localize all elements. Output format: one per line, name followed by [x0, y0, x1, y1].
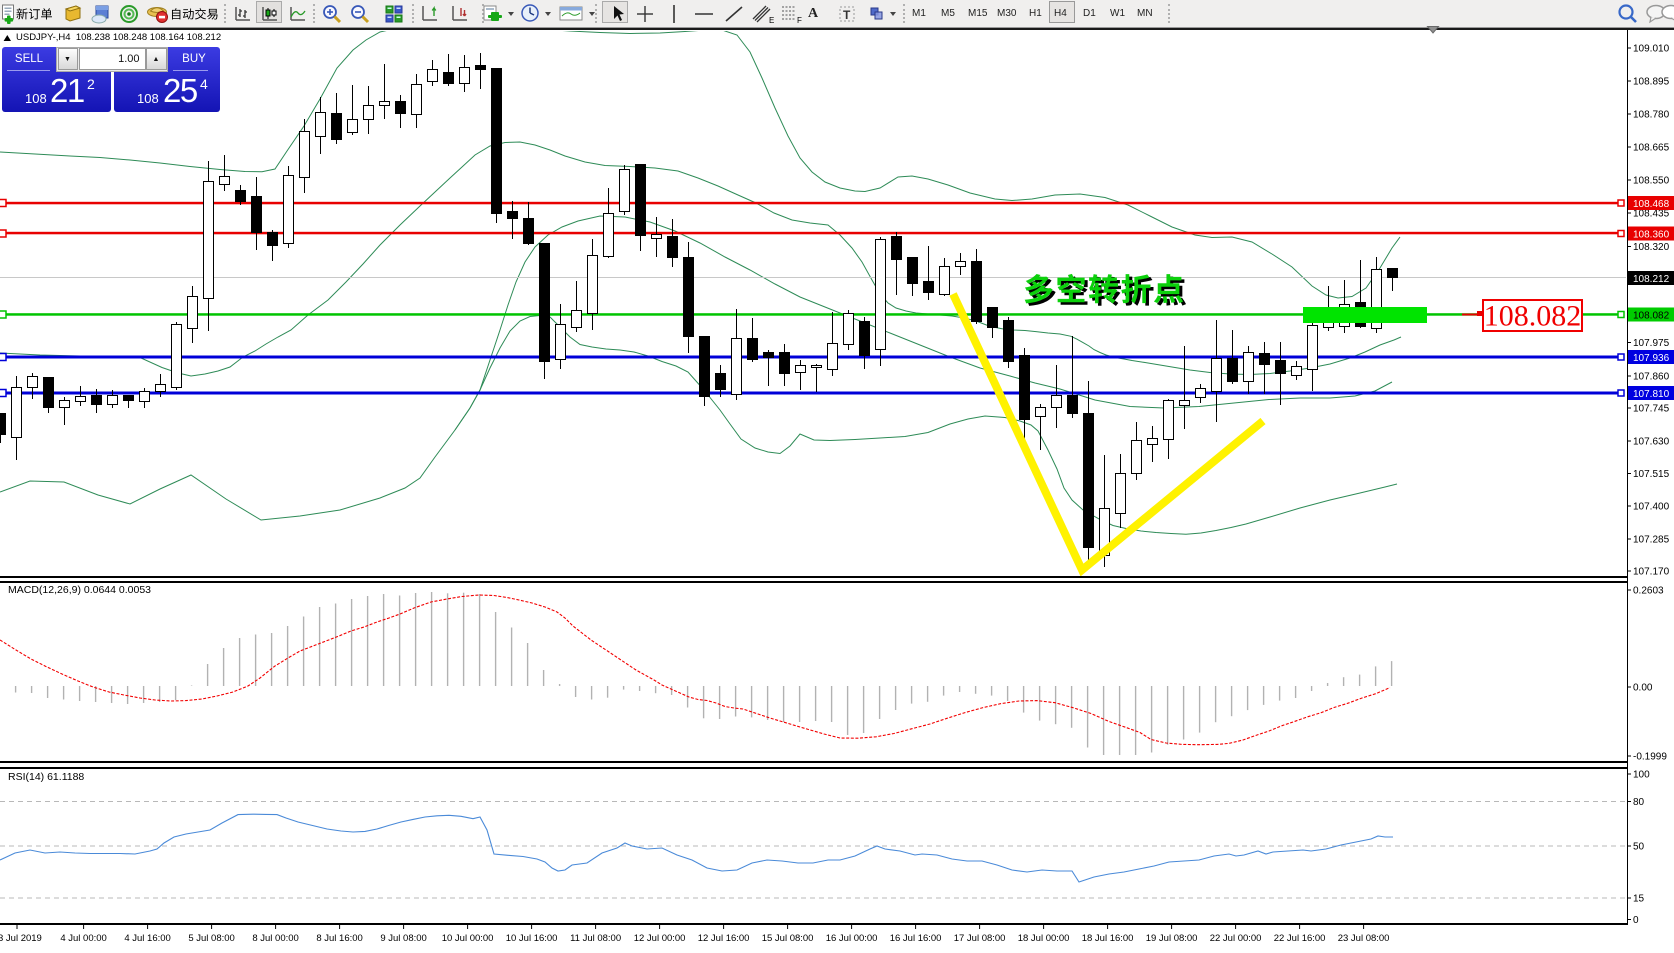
svg-text:22 Jul 00:00: 22 Jul 00:00 — [1210, 933, 1262, 944]
svg-text:108.212: 108.212 — [1633, 274, 1670, 285]
svg-text:0.2603: 0.2603 — [1633, 586, 1664, 597]
svg-text:RSI(14) 61.1188: RSI(14) 61.1188 — [8, 771, 84, 783]
svg-text:107.170: 107.170 — [1633, 567, 1670, 578]
svg-text:108.468: 108.468 — [1633, 199, 1670, 210]
svg-text:8 Jul 00:00: 8 Jul 00:00 — [252, 933, 298, 944]
svg-text:108.082: 108.082 — [1633, 310, 1670, 321]
svg-text:107.285: 107.285 — [1633, 535, 1670, 546]
svg-text:107.810: 107.810 — [1633, 389, 1670, 400]
svg-text:17 Jul 08:00: 17 Jul 08:00 — [954, 933, 1006, 944]
svg-text:9 Jul 08:00: 9 Jul 08:00 — [380, 933, 426, 944]
svg-text:16 Jul 16:00: 16 Jul 16:00 — [890, 933, 942, 944]
svg-text:22 Jul 16:00: 22 Jul 16:00 — [1274, 933, 1326, 944]
svg-text:8 Jul 16:00: 8 Jul 16:00 — [316, 933, 362, 944]
svg-text:108.665: 108.665 — [1633, 143, 1670, 154]
svg-text:107.936: 107.936 — [1633, 353, 1670, 364]
svg-text:16 Jul 00:00: 16 Jul 00:00 — [826, 933, 878, 944]
svg-text:23 Jul 08:00: 23 Jul 08:00 — [1338, 933, 1390, 944]
svg-text:18 Jul 16:00: 18 Jul 16:00 — [1082, 933, 1134, 944]
svg-text:USDJPY-,H4 108.238 108.248 10: USDJPY-,H4 108.238 108.248 108.164 108.2… — [16, 32, 221, 43]
svg-text:107.975: 107.975 — [1633, 338, 1670, 349]
svg-text:3 Jul 2019: 3 Jul 2019 — [0, 933, 42, 944]
svg-text:12 Jul 16:00: 12 Jul 16:00 — [698, 933, 750, 944]
svg-text:107.745: 107.745 — [1633, 404, 1670, 415]
svg-text:-0.1999: -0.1999 — [1633, 752, 1667, 763]
svg-text:0.00: 0.00 — [1633, 683, 1653, 694]
svg-text:12 Jul 00:00: 12 Jul 00:00 — [634, 933, 686, 944]
svg-text:18 Jul 00:00: 18 Jul 00:00 — [1018, 933, 1070, 944]
svg-text:107.860: 107.860 — [1633, 372, 1670, 383]
svg-text:4 Jul 16:00: 4 Jul 16:00 — [124, 933, 170, 944]
svg-text:50: 50 — [1633, 842, 1645, 853]
svg-text:107.400: 107.400 — [1633, 502, 1670, 513]
svg-text:F: F — [797, 16, 802, 25]
svg-text:E: E — [769, 16, 774, 25]
svg-text:10 Jul 16:00: 10 Jul 16:00 — [506, 933, 558, 944]
svg-text:108.435: 108.435 — [1633, 209, 1670, 220]
svg-text:MACD(12,26,9) 0.0644 0.0053: MACD(12,26,9) 0.0644 0.0053 — [8, 584, 151, 596]
svg-text:108.360: 108.360 — [1633, 229, 1670, 240]
svg-text:108.895: 108.895 — [1633, 77, 1670, 88]
svg-text:108.320: 108.320 — [1633, 242, 1670, 253]
svg-text:4 Jul 00:00: 4 Jul 00:00 — [60, 933, 106, 944]
svg-text:0: 0 — [1633, 915, 1639, 926]
svg-text:107.630: 107.630 — [1633, 437, 1670, 448]
svg-text:108.550: 108.550 — [1633, 176, 1670, 187]
svg-text:100: 100 — [1633, 770, 1650, 781]
svg-text:T: T — [843, 8, 851, 22]
svg-text:19 Jul 08:00: 19 Jul 08:00 — [1146, 933, 1198, 944]
svg-text:108.780: 108.780 — [1633, 110, 1670, 121]
svg-text:108.082: 108.082 — [1484, 300, 1582, 333]
svg-text:5 Jul 08:00: 5 Jul 08:00 — [188, 933, 234, 944]
svg-text:11 Jul 08:00: 11 Jul 08:00 — [570, 933, 621, 944]
svg-text:15: 15 — [1633, 894, 1645, 905]
svg-text:109.010: 109.010 — [1633, 44, 1670, 55]
svg-text:10 Jul 00:00: 10 Jul 00:00 — [442, 933, 494, 944]
svg-text:15 Jul 08:00: 15 Jul 08:00 — [762, 933, 814, 944]
svg-text:80: 80 — [1633, 797, 1645, 808]
svg-text:107.515: 107.515 — [1633, 469, 1670, 480]
